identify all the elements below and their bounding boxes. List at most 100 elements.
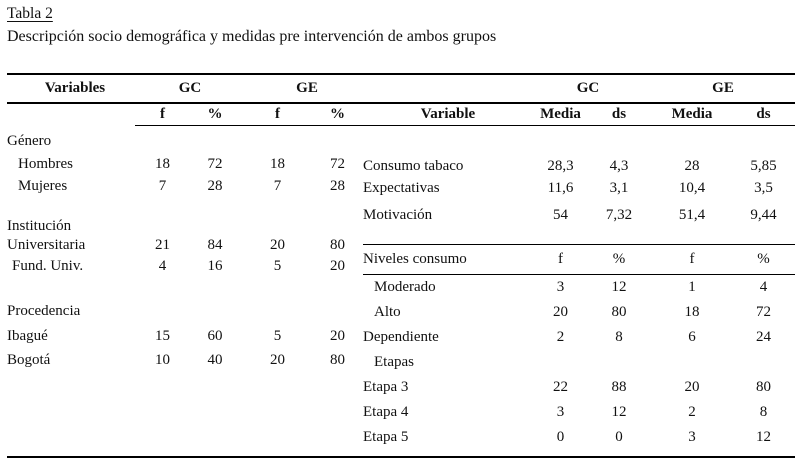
table-row: Motivación 54 7,32 51,4 9,44	[363, 204, 793, 226]
cell: 2	[688, 404, 696, 420]
cell: 7,32	[605, 206, 633, 223]
left-table-body: Género Hombres 18 72 18 72 Mujeres 7 28 …	[7, 130, 360, 371]
right-header-gc: GC	[576, 80, 600, 96]
right-subheader-ds-gc: ds	[611, 105, 627, 122]
cell: 80	[611, 304, 627, 320]
cell: 18	[155, 155, 170, 172]
right-subheader-variable: Variable	[420, 105, 476, 122]
cell: 7	[273, 177, 282, 194]
table-row: Etapa 3 22 88 20 80	[363, 375, 793, 400]
table-row: Universitaria 21 84 20 80	[7, 235, 360, 255]
table-caption: Descripción socio demográfica y medidas …	[7, 28, 497, 45]
niveles-subheader-pct-gc: %	[612, 250, 626, 267]
table-row: Dependiente 2 8 6 24	[363, 325, 793, 350]
niveles-consumo-header-row: Niveles consumo f % f %	[363, 246, 793, 272]
left-subheader-f-gc: f	[160, 105, 165, 122]
cell: 80	[330, 351, 345, 368]
rule-niveles-bottom	[363, 273, 795, 275]
row-label: Bogotá	[7, 351, 51, 368]
table-row: Institución	[7, 217, 360, 235]
row-label: Etapa 3	[363, 379, 409, 395]
cell: 60	[207, 328, 223, 344]
cell: 12	[756, 429, 771, 445]
left-subheader-pct-gc: %	[207, 105, 223, 122]
row-label: Mujeres	[18, 177, 68, 194]
row-label: Etapa 5	[363, 429, 409, 445]
left-subheader-row: f % f %	[7, 104, 360, 124]
cell: 18	[684, 304, 700, 320]
cell: 72	[207, 155, 223, 172]
row-label: Género	[7, 133, 52, 149]
row-gap	[363, 130, 793, 156]
cell: 20	[684, 379, 700, 395]
row-label: Fund. Univ.	[12, 257, 84, 274]
cell: 7	[158, 177, 167, 194]
table-row: Etapa 4 3 12 2 8	[363, 400, 793, 425]
left-subheader-pct-ge: %	[330, 105, 345, 122]
cell: 3,5	[754, 179, 773, 196]
cell: 10	[155, 351, 170, 368]
row-gap	[7, 277, 360, 299]
right-table-niveles-body: Moderado 3 12 1 4 Alto 20 80 18 72 Depen…	[363, 275, 793, 450]
row-label: Consumo tabaco	[363, 158, 464, 174]
table-row: Consumo tabaco 28,3 4,3 28 5,85	[363, 156, 793, 177]
cell: 80	[756, 379, 771, 395]
table-row: Etapas	[363, 350, 793, 375]
rule-below-group-header	[7, 102, 795, 104]
row-label: Alto	[374, 304, 401, 320]
cell: 80	[330, 236, 345, 253]
cell: 24	[756, 329, 771, 345]
table-row: Fund. Univ. 4 16 5 20	[7, 255, 360, 277]
cell: 16	[207, 257, 223, 274]
cell: 2	[556, 329, 565, 345]
right-subheader-row: Variable Media ds Media ds	[363, 104, 793, 124]
table-row: Hombres 18 72 18 72	[7, 153, 360, 175]
table-number-title: Tabla 2	[7, 5, 53, 22]
table-row: Moderado 3 12 1 4	[363, 275, 793, 300]
cell: 6	[688, 329, 696, 345]
cell: 9,44	[750, 206, 777, 223]
cell: 21	[155, 236, 170, 253]
left-header-gc: GC	[178, 80, 202, 96]
table-row: Etapa 5 0 0 3 12	[363, 425, 793, 450]
niveles-subheader-f-ge: f	[689, 250, 695, 267]
cell: 18	[270, 155, 285, 172]
cell: 4	[759, 279, 768, 295]
cell: 20	[270, 351, 285, 368]
right-subheader-media-ge: Media	[671, 105, 713, 122]
cell: 1	[688, 279, 696, 295]
left-header-variables: Variables	[44, 80, 106, 96]
row-label: Dependiente	[363, 329, 439, 345]
left-subheader-f-ge: f	[275, 105, 280, 122]
cell: 15	[155, 328, 170, 344]
rule-top	[7, 72, 795, 75]
cell: 20	[330, 257, 345, 274]
cell: 8	[759, 404, 768, 420]
table-row: Expectativas 11,6 3,1 10,4 3,5	[363, 177, 793, 199]
rule-below-subheader	[135, 124, 795, 127]
table-row: Bogotá 10 40 20 80	[7, 349, 360, 371]
cell: 5	[273, 257, 282, 274]
cell: 28	[684, 158, 700, 174]
row-label: Etapas	[374, 354, 414, 370]
cell: 10,4	[678, 179, 706, 196]
right-subheader-media-gc: Media	[540, 105, 581, 122]
cell: 72	[330, 155, 345, 172]
rule-bottom	[7, 456, 795, 458]
cell: 12	[611, 279, 627, 295]
cell: 3	[556, 404, 565, 420]
table-row: Género	[7, 130, 360, 153]
row-gap	[7, 197, 360, 217]
cell: 3	[688, 429, 696, 445]
niveles-subheader-f-gc: f	[558, 250, 563, 267]
cell: 5,85	[750, 158, 777, 174]
row-label: Expectativas	[363, 179, 440, 196]
row-label: Etapa 4	[363, 404, 409, 420]
row-label: Ibagué	[7, 328, 48, 344]
row-label: Universitaria	[7, 236, 86, 253]
cell: 51,4	[678, 206, 706, 223]
cell: 4,3	[609, 158, 629, 174]
cell: 0	[556, 429, 565, 445]
cell: 88	[611, 379, 627, 395]
